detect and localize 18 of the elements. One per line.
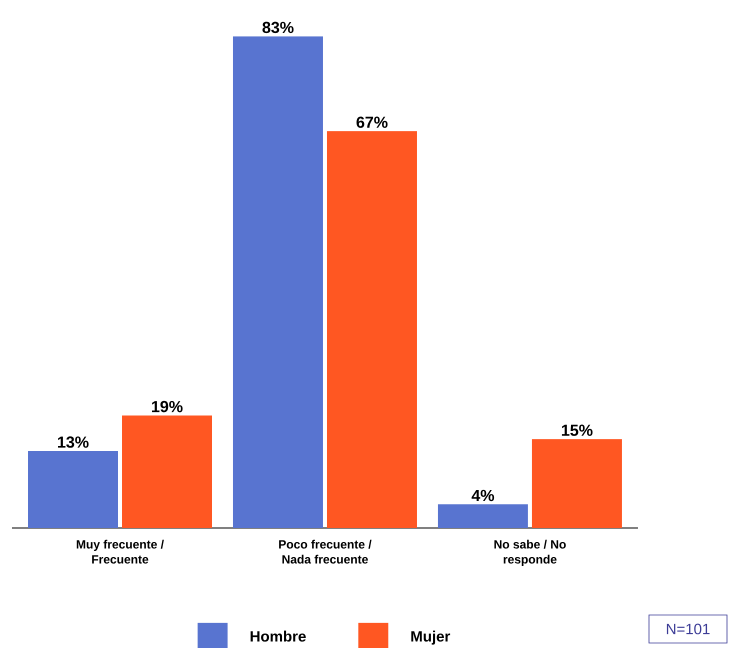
bar [326,131,417,528]
legend-label: Hombre [250,630,306,642]
x-tick-label: Poco frecuente / Nada frecuente [279,540,372,564]
data-label: 4% [472,490,494,502]
x-tick-label: No sabe / No responde [494,540,566,566]
data-label: 19% [152,400,183,412]
text: N=101 [666,624,710,634]
data-label: 13% [58,436,89,448]
bar [438,504,528,528]
bar [122,415,212,528]
x-tick-label: Muy frecuente / Frecuente [76,540,164,564]
bar [28,450,118,528]
data-label: 83% [262,22,294,34]
data-label: 15% [562,424,593,436]
data-label: 67% [356,116,388,128]
legend-label: Mujer [411,630,450,645]
bar [532,439,622,528]
bar [232,36,323,528]
